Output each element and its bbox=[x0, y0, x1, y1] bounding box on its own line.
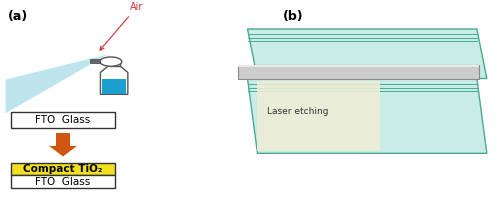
Polygon shape bbox=[238, 65, 480, 67]
Polygon shape bbox=[248, 79, 487, 153]
Bar bbox=[56, 133, 70, 146]
Text: FTO  Glass: FTO Glass bbox=[36, 115, 90, 125]
Text: FTO  Glass: FTO Glass bbox=[36, 177, 90, 187]
Polygon shape bbox=[6, 54, 108, 113]
Polygon shape bbox=[49, 146, 77, 157]
Text: Air: Air bbox=[100, 2, 144, 50]
Bar bbox=[10, 176, 116, 188]
Polygon shape bbox=[90, 59, 100, 63]
Bar bbox=[10, 112, 116, 128]
Polygon shape bbox=[258, 81, 380, 151]
Text: (b): (b) bbox=[282, 10, 303, 23]
Circle shape bbox=[100, 57, 122, 66]
Polygon shape bbox=[238, 65, 480, 79]
Polygon shape bbox=[248, 29, 487, 79]
Bar bbox=[10, 163, 116, 176]
Polygon shape bbox=[100, 66, 128, 94]
Text: Compact TiO₂: Compact TiO₂ bbox=[24, 164, 102, 174]
Polygon shape bbox=[102, 79, 126, 94]
Text: Metal sheet for FTO contacts: Metal sheet for FTO contacts bbox=[299, 68, 420, 77]
Text: (a): (a) bbox=[8, 10, 28, 23]
Text: Laser etching: Laser etching bbox=[268, 107, 329, 116]
Polygon shape bbox=[108, 62, 120, 66]
